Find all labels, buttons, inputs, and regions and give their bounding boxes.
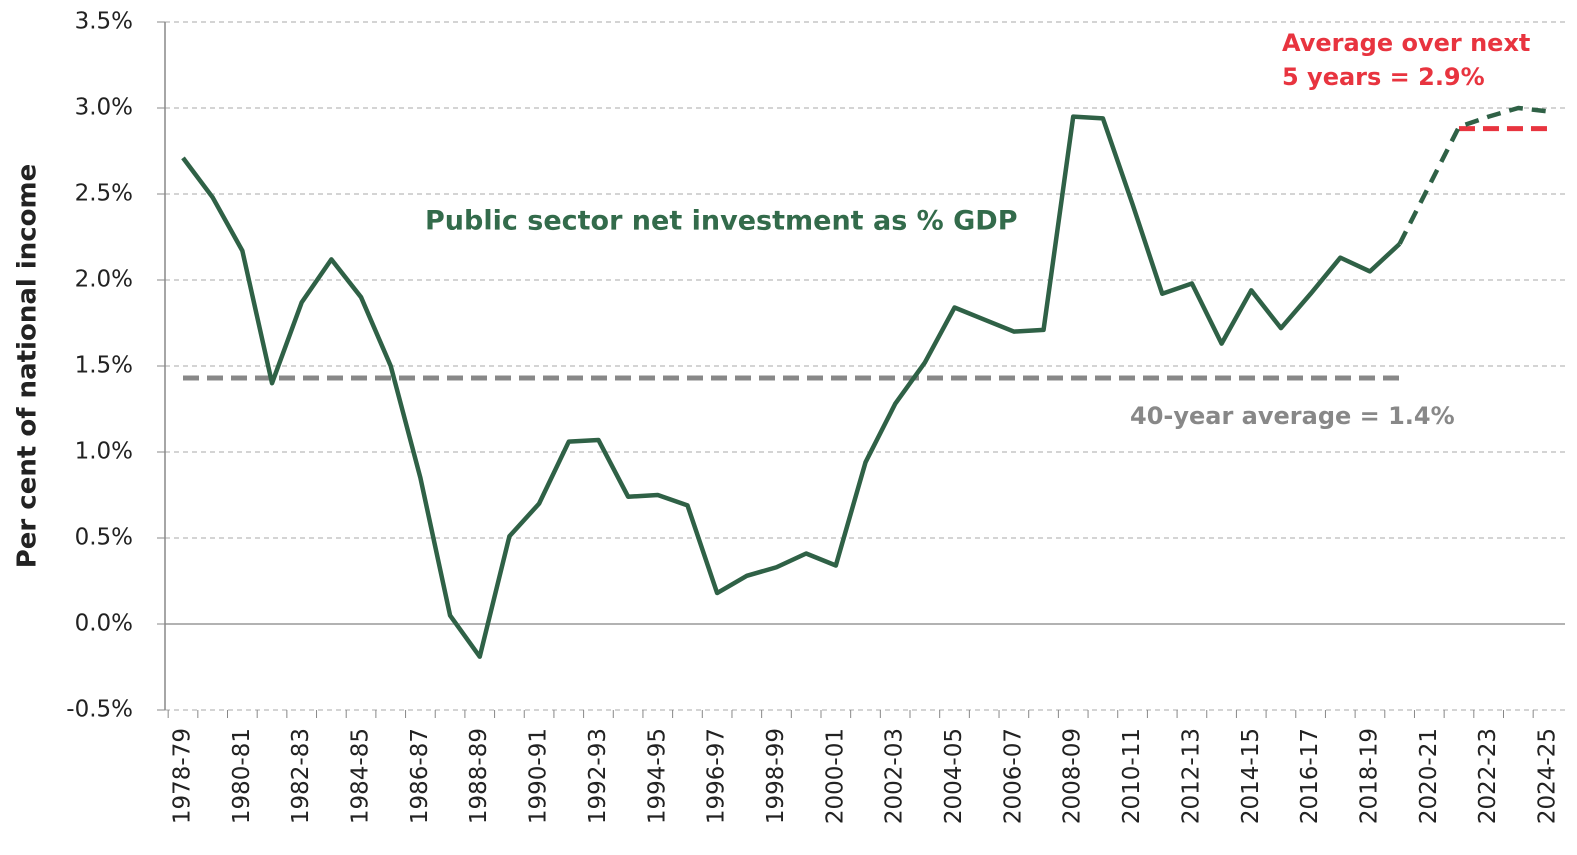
x-tick-label: 2020-21 — [1416, 728, 1442, 824]
x-tick-label: 2010-11 — [1119, 728, 1145, 824]
x-tick-label: 1990-91 — [526, 728, 552, 824]
annotation: Public sector net investment as % GDP — [425, 206, 1018, 237]
x-tick-label: 1992-93 — [585, 728, 611, 824]
x-tick-label: 1994-95 — [644, 728, 670, 824]
x-tick-label: 2024-25 — [1535, 728, 1561, 824]
x-tick-label: 1978-79 — [170, 728, 196, 824]
x-tick-label: 2012-13 — [1178, 728, 1204, 824]
x-tick-label: 2008-09 — [1060, 728, 1086, 824]
x-tick-label: 1986-87 — [407, 728, 433, 824]
y-tick-label: 3.5% — [75, 9, 133, 35]
y-tick-label: 0.0% — [75, 611, 133, 637]
series-line — [181, 114, 1402, 659]
y-tick-label: 1.5% — [75, 353, 133, 379]
y-tick-label: -0.5% — [66, 697, 133, 723]
y-tick-label: 3.0% — [75, 95, 133, 121]
x-tick-label: 1982-83 — [288, 728, 314, 824]
x-tick-label: 2016-17 — [1297, 728, 1323, 824]
x-tick-label: 1998-99 — [763, 728, 789, 824]
x-tick-label: 2014-15 — [1238, 728, 1264, 824]
y-tick-label: 2.0% — [75, 267, 133, 293]
x-tick-label: 2018-19 — [1356, 728, 1382, 824]
y-axis-label: Per cent of national income — [13, 164, 43, 569]
reference-label: 40-year average = 1.4% — [1130, 402, 1455, 430]
series-line — [1397, 105, 1549, 245]
x-tick-label: 1988-89 — [466, 728, 492, 824]
reference-label: Average over next — [1282, 29, 1530, 57]
y-tick-label: 0.5% — [75, 525, 133, 551]
x-tick-label: 1984-85 — [348, 728, 374, 824]
reference-label: 5 years = 2.9% — [1282, 63, 1485, 91]
x-tick-label: 2002-03 — [882, 728, 908, 824]
y-tick-label: 1.0% — [75, 439, 133, 465]
x-tick-label: 2004-05 — [941, 728, 967, 824]
x-tick-label: 1996-97 — [704, 728, 730, 824]
y-tick-label: 2.5% — [75, 181, 133, 207]
x-tick-label: 2006-07 — [1000, 728, 1026, 824]
x-tick-label: 2022-23 — [1475, 728, 1501, 824]
x-tick-label: 2000-01 — [822, 728, 848, 824]
x-tick-label: 1980-81 — [229, 728, 255, 824]
